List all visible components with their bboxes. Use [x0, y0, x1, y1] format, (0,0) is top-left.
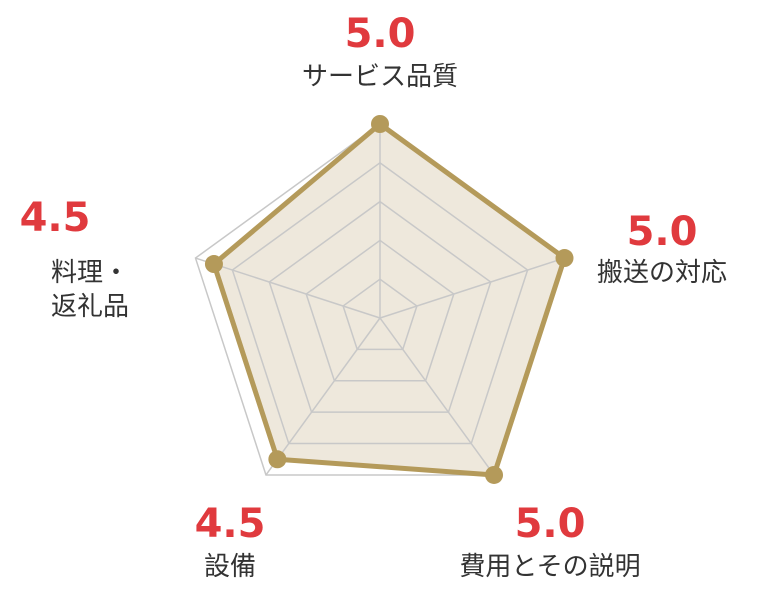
grid-ring-2	[305, 239, 455, 382]
score-equipment: 4.5	[194, 501, 266, 547]
axis-name-service-quality: サービス品質	[301, 62, 458, 92]
radar-grid	[194, 123, 566, 476]
radar-points	[204, 115, 574, 484]
data-point-4	[268, 450, 287, 469]
axis-name-food-line2: 返礼品	[50, 292, 129, 322]
grid-ring-4	[231, 161, 529, 445]
axis-label-transport: 5.0 搬送の対応	[572, 210, 752, 290]
grid-ring-1	[342, 278, 418, 351]
data-point-5	[204, 255, 223, 274]
radar-series	[211, 121, 568, 478]
series-line	[211, 121, 568, 478]
axis-name-transport: 搬送の対応	[596, 258, 727, 288]
axis-name-equipment: 設備	[203, 552, 256, 582]
grid-spoke-4	[265, 317, 381, 476]
grid-spoke-5	[195, 257, 381, 319]
score-service-quality: 5.0	[344, 11, 416, 57]
grid-spoke-3	[379, 317, 495, 476]
data-point-3	[485, 465, 504, 484]
grid-spoke-2	[379, 257, 565, 319]
axis-label-food: 料理・ 返礼品	[30, 256, 150, 324]
grid-ring-3	[268, 200, 492, 413]
series-area-fill	[213, 124, 565, 475]
score-food: 4.5	[19, 195, 91, 241]
data-point-1	[371, 115, 389, 133]
data-point-2	[555, 249, 574, 268]
score-transport: 5.0	[626, 209, 698, 255]
axis-label-cost: 5.0 費用とその説明	[400, 502, 700, 584]
axis-name-food-line1: 料理・	[50, 258, 129, 288]
axis-name-cost: 費用とその説明	[459, 552, 641, 582]
score-cost: 5.0	[514, 501, 586, 547]
axis-label-service-quality: 5.0 サービス品質	[230, 12, 530, 94]
axis-label-equipment: 4.5 設備	[160, 502, 300, 584]
